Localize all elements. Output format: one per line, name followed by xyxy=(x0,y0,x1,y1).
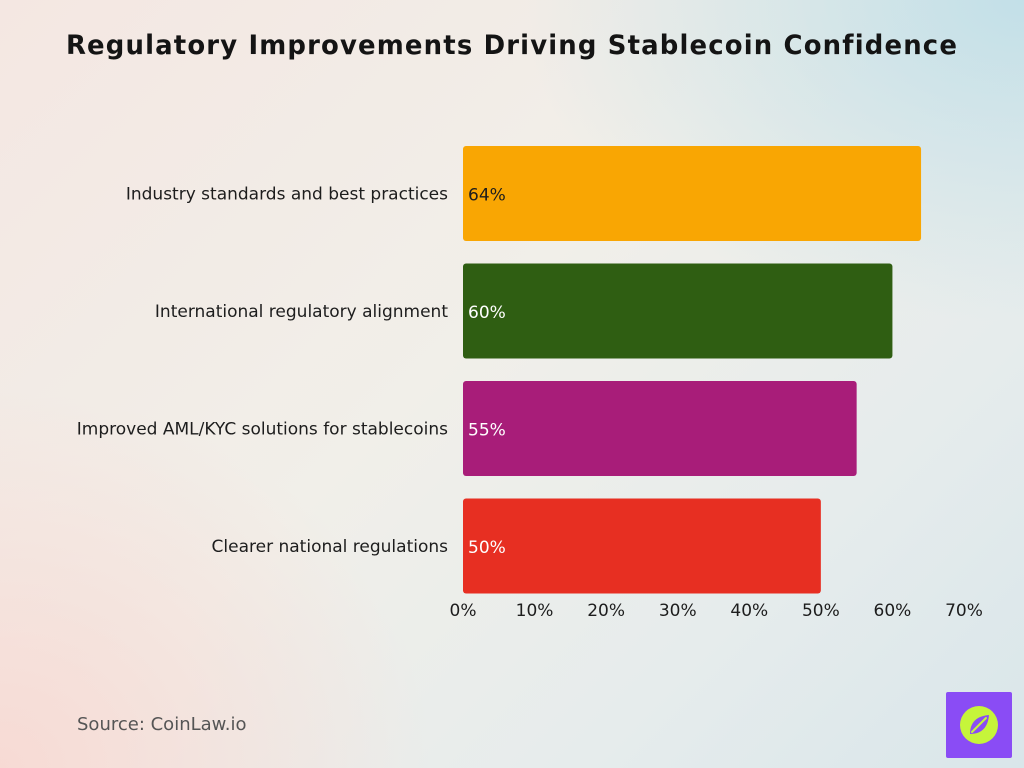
bar-value-label: 50% xyxy=(468,538,506,558)
bar-value-label: 55% xyxy=(468,421,506,441)
source-note: Source: CoinLaw.io xyxy=(77,714,247,735)
category-label: Improved AML/KYC solutions for stablecoi… xyxy=(77,420,448,440)
x-tick-label: 60% xyxy=(874,601,912,621)
bar-2 xyxy=(463,381,857,476)
x-tick-label: 40% xyxy=(730,601,768,621)
bar-3 xyxy=(463,498,821,594)
x-tick-label: 50% xyxy=(802,601,840,621)
x-tick-label: 10% xyxy=(516,601,554,621)
category-label: International regulatory alignment xyxy=(155,302,448,322)
bar-0 xyxy=(463,146,922,241)
compass-leaf-icon xyxy=(960,706,998,744)
bar-1 xyxy=(463,263,893,359)
bar-value-label: 60% xyxy=(468,303,506,323)
category-label: Clearer national regulations xyxy=(212,537,449,557)
category-label: Industry standards and best practices xyxy=(126,185,448,205)
x-tick-label: 0% xyxy=(450,601,477,621)
chart-title: Regulatory Improvements Driving Stableco… xyxy=(65,30,959,61)
x-tick-label: 30% xyxy=(659,601,697,621)
x-tick-label: 70% xyxy=(945,601,983,621)
x-tick-label: 20% xyxy=(587,601,625,621)
bar-value-label: 64% xyxy=(468,186,506,206)
brand-logo xyxy=(946,692,1012,758)
